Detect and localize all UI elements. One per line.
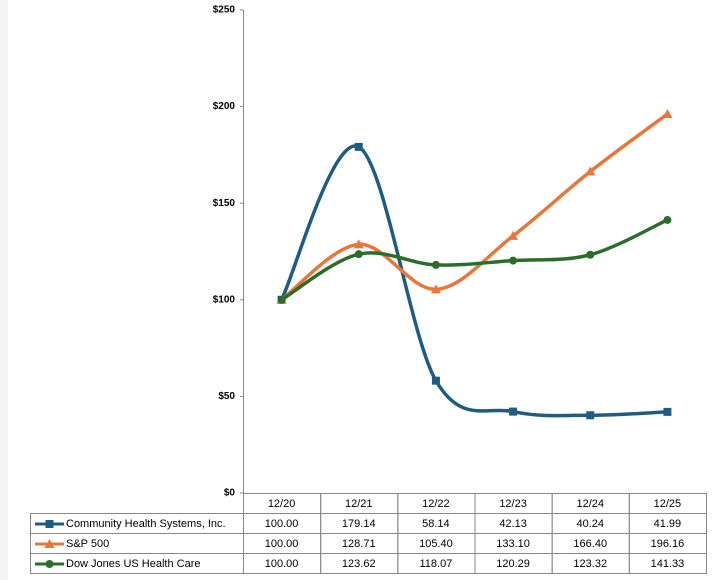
table-value: 41.99 (654, 518, 682, 530)
table-value: 128.71 (342, 538, 376, 550)
y-tick-label: $250 (213, 5, 236, 16)
left-margin (0, 0, 8, 580)
marker (354, 250, 363, 259)
table-value: 105.40 (419, 538, 453, 550)
table-value: 141.33 (651, 558, 685, 570)
y-tick-label: $150 (213, 198, 236, 209)
legend-label: Community Health Systems, Inc. (66, 518, 226, 530)
table-value: 179.14 (342, 518, 376, 530)
marker (662, 109, 673, 119)
marker (430, 284, 441, 294)
table-value: 40.24 (576, 518, 604, 530)
table-value: 123.32 (573, 558, 607, 570)
table-value: 100.00 (265, 518, 299, 530)
x-tick-label: 12/25 (654, 498, 682, 510)
legend-marker (44, 539, 55, 548)
legend-label: S&P 500 (66, 538, 109, 550)
series-line (280, 218, 669, 302)
marker (663, 215, 672, 224)
table-cell (628, 553, 707, 574)
series-line (280, 112, 669, 302)
table-value: 100.00 (265, 558, 299, 570)
table-value: 42.13 (499, 518, 527, 530)
table-value: 166.40 (573, 538, 607, 550)
marker (277, 295, 286, 304)
legend-marker (45, 560, 54, 568)
marker (508, 230, 519, 240)
table-value: 58.14 (422, 518, 450, 530)
marker (431, 376, 440, 385)
marker (353, 239, 364, 249)
marker (586, 411, 595, 420)
y-tick-label: $100 (213, 294, 236, 305)
table-value: 133.10 (496, 538, 530, 550)
marker (585, 166, 596, 176)
x-tick-label: 12/22 (422, 498, 450, 510)
table-value: 120.29 (496, 558, 530, 570)
table-value: 196.16 (651, 538, 685, 550)
legend-marker (45, 520, 54, 528)
marker (586, 250, 595, 259)
x-tick-label: 12/24 (576, 498, 604, 510)
legend-label: Dow Jones US Health Care (66, 558, 201, 570)
marker (354, 142, 363, 151)
marker (509, 407, 518, 416)
x-tick-label: 12/20 (268, 498, 296, 510)
x-tick-label: 12/23 (499, 498, 527, 510)
y-tick-label: $50 (218, 391, 235, 402)
marker (663, 407, 672, 416)
table-value: 123.62 (342, 558, 376, 570)
y-tick-label: $200 (213, 101, 236, 112)
y-tick-label: $0 (224, 488, 236, 499)
marker (509, 256, 518, 265)
marker (431, 260, 440, 269)
table-value: 118.07 (420, 558, 453, 570)
x-tick-label: 12/21 (345, 498, 373, 510)
table-value: 100.00 (265, 538, 299, 550)
